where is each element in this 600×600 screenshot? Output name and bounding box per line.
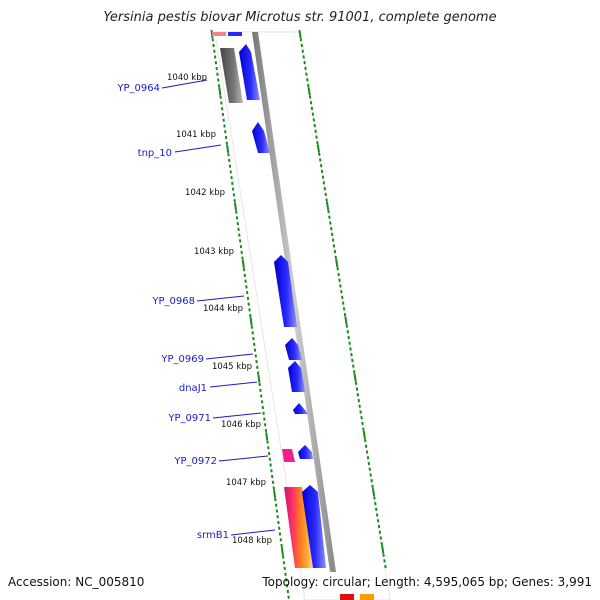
genome-title: Yersinia pestis biovar Microtus str. 910… — [103, 10, 497, 25]
leader-line-srmb1 — [230, 529, 276, 536]
leader-line-yp0971 — [212, 412, 262, 419]
outer-tick — [307, 87, 311, 96]
tick-label-1045: 1045 kbp — [212, 362, 252, 372]
gene-feature-dnaj1 — [288, 361, 305, 392]
leader-line-yp0968 — [196, 295, 245, 302]
gene-label-yp0969[interactable]: YP_0969 — [160, 354, 204, 365]
tick-label-1044: 1044 kbp — [203, 304, 243, 314]
inner-tick — [273, 489, 277, 498]
outer-tick — [344, 316, 348, 325]
tick-label-1043: 1043 kbp — [194, 247, 234, 257]
gene-feature-yp0964 — [239, 44, 260, 100]
inner-tick — [249, 317, 253, 326]
gene-label-yp0968[interactable]: YP_0968 — [151, 296, 195, 307]
gene-label-yp0964[interactable]: YP_0964 — [116, 83, 160, 94]
tick-label-1048: 1048 kbp — [232, 536, 272, 546]
rna-feature-srmb1-cluster — [284, 487, 313, 568]
leader-line-yp0964 — [161, 79, 208, 89]
gene-feature-tnp10 — [252, 122, 270, 153]
gene-feature-yp0964-pseudo — [220, 48, 243, 103]
leader-line-tnp10 — [174, 144, 222, 153]
inner-tick — [265, 432, 269, 441]
tick-label-1042: 1042 kbp — [185, 188, 225, 198]
gene-label-yp0972[interactable]: YP_0972 — [173, 456, 217, 467]
leader-line-yp0972 — [218, 455, 269, 462]
tick-label-1040: 1040 kbp — [167, 73, 207, 83]
gene-feature-top — [228, 32, 242, 36]
tick-marks — [210, 29, 387, 599]
gene-label-dnaj1[interactable]: dnaJ1 — [179, 383, 207, 394]
gene-feature-srmb1 — [302, 485, 326, 568]
outer-tick — [298, 29, 302, 39]
rna-feature-top-left — [212, 32, 226, 36]
gene-feature-yp0971 — [293, 403, 308, 414]
leader-line-dnaj1 — [209, 381, 258, 388]
gene-label-tnp10[interactable]: tnp_10 — [138, 148, 172, 159]
gene-feature-yp0972-rna — [282, 449, 295, 462]
outer-tick — [335, 258, 339, 268]
outer-tick — [362, 430, 366, 439]
gene-label-yp0971[interactable]: YP_0971 — [167, 413, 211, 424]
inner-tick — [233, 202, 237, 211]
tick-label-1041: 1041 kbp — [176, 130, 216, 140]
gene-label-srmb1[interactable]: srmB1 — [197, 530, 229, 541]
inner-tick — [241, 259, 245, 268]
gene-feature-yp0972 — [298, 445, 313, 459]
genome-summary-text: Topology: circular; Length: 4,595,065 bp… — [262, 575, 592, 589]
inner-tick — [280, 547, 284, 556]
tick-label-1047: 1047 kbp — [226, 478, 266, 488]
outer-tick — [381, 545, 385, 554]
rna-feature-bottom-red — [340, 594, 354, 600]
gene-feature-yp0968 — [274, 255, 297, 327]
tick-label-1046: 1046 kbp — [221, 420, 261, 430]
gene-feature-yp0969 — [285, 338, 302, 360]
outer-tick — [316, 144, 320, 153]
outer-tick — [371, 488, 376, 497]
outer-tick — [353, 373, 357, 382]
inner-tick — [218, 87, 222, 96]
genome-backbone — [252, 32, 336, 572]
leader-line-yp0969 — [205, 353, 254, 360]
inner-tick — [226, 144, 230, 154]
accession-text: Accession: NC_005810 — [8, 575, 145, 589]
rna-feature-bottom-orange — [360, 594, 374, 600]
feature-lane — [214, 31, 391, 600]
inner-tick — [257, 374, 261, 383]
outer-tick — [325, 201, 330, 210]
